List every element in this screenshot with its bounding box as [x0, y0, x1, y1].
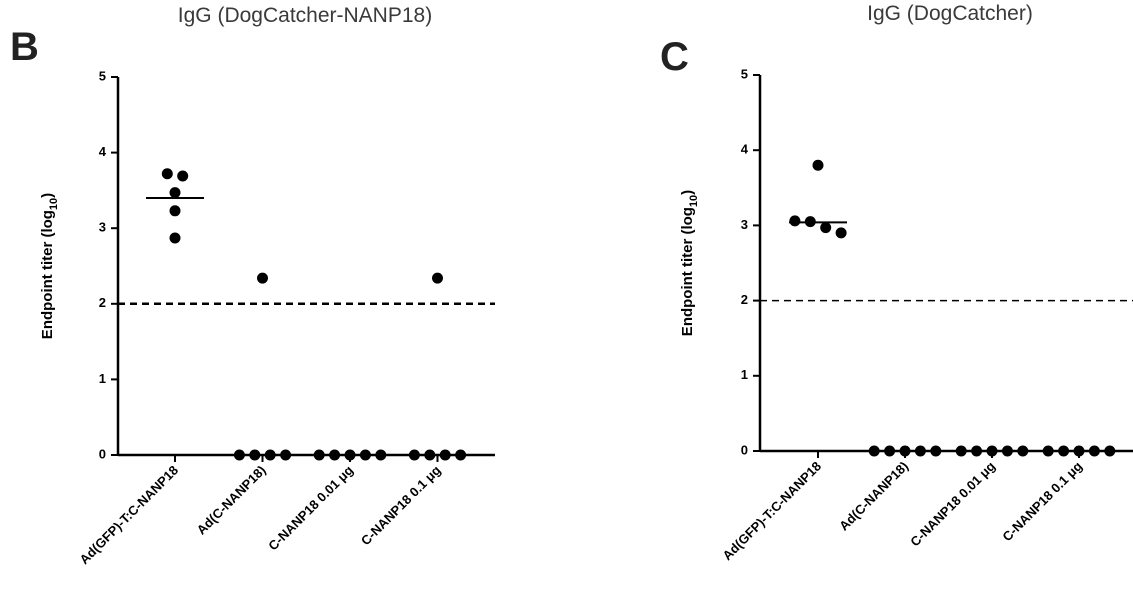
data-dot: [1017, 445, 1029, 457]
y-tick-label: 1: [741, 367, 748, 382]
y-tick-label: 1: [99, 371, 106, 386]
y-axis-label-text: Endpoint titer (log: [39, 210, 56, 339]
x-tick-label: C-NANP18 0.1 μg: [358, 462, 444, 548]
x-tick-label: Ad(C-NANP18): [194, 463, 269, 538]
y-tick-label: 2: [99, 295, 106, 310]
x-tick-label: Ad(GFP)-T:C-NANP18: [77, 463, 182, 568]
y-tick-label: 5: [99, 68, 106, 83]
chart-title: IgG (DogCatcher): [867, 2, 1033, 25]
data-dot: [169, 187, 181, 199]
y-axis-label-suffix: ): [679, 190, 696, 195]
y-axis-label-subscript: 10: [688, 195, 700, 207]
x-tick-label: C-NANP18 0.01 μg: [907, 458, 998, 549]
y-tick-label: 4: [99, 144, 107, 159]
data-dot: [257, 272, 268, 284]
data-dot: [789, 215, 801, 227]
data-dot: [820, 222, 832, 234]
y-tick-label: 0: [99, 446, 106, 461]
y-tick-label: 3: [741, 217, 748, 232]
x-tick-label: C-NANP18 0.01 μg: [265, 462, 356, 553]
y-tick-label: 2: [741, 292, 748, 307]
y-axis-label-text: Endpoint titer (log: [679, 207, 696, 336]
y-axis-label-subscript: 10: [48, 198, 60, 210]
x-tick-label: C-NANP18 0.1 μg: [999, 458, 1085, 544]
x-tick-label: Ad(GFP)-T:C-NANP18: [720, 459, 825, 564]
data-dot: [835, 227, 847, 239]
data-dot: [375, 449, 387, 461]
data-dot: [812, 159, 824, 171]
data-dot: [1104, 445, 1116, 457]
y-tick-label: 4: [741, 142, 749, 157]
data-dot: [169, 232, 181, 244]
data-dot: [1042, 445, 1054, 457]
y-tick-label: 5: [741, 66, 748, 81]
panel-letter: C: [660, 35, 689, 79]
data-dot: [177, 170, 189, 182]
y-axis-label: Endpoint titer (log10): [679, 190, 700, 336]
data-dot: [313, 449, 325, 461]
data-dot: [868, 445, 880, 457]
data-dot: [161, 168, 173, 180]
x-tick-label: Ad(C-NANP18): [836, 459, 911, 534]
y-tick-label: 0: [741, 442, 748, 457]
data-dot: [955, 445, 967, 457]
y-axis-label-suffix: ): [39, 193, 56, 198]
data-dot: [930, 445, 942, 457]
y-tick-label: 3: [99, 220, 106, 235]
chart-title: IgG (DogCatcher-NANP18): [178, 4, 432, 27]
data-dot: [169, 205, 181, 217]
panel-letter: B: [10, 25, 39, 69]
data-dot: [432, 272, 443, 284]
y-axis-label: Endpoint titer (log10): [39, 193, 60, 339]
